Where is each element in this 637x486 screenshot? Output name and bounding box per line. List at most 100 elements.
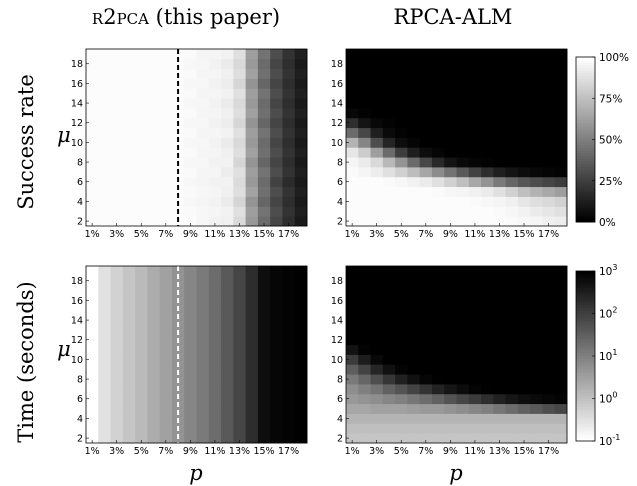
heatmap-cell xyxy=(444,423,457,434)
heatmap-cell xyxy=(481,266,494,277)
colorbar-gradient-step xyxy=(576,370,595,374)
heatmap-cell xyxy=(481,354,494,365)
heatmap-cell xyxy=(370,374,384,385)
colorbar-tick-label: 103 xyxy=(599,263,617,278)
heatmap-cell xyxy=(86,275,99,287)
heatmap-cell xyxy=(184,285,197,296)
heatmap-cell xyxy=(370,196,384,207)
heatmap-cell xyxy=(110,266,124,277)
colorbar-gradient-step xyxy=(576,68,595,72)
heatmap-cell xyxy=(382,334,396,346)
heatmap-cell xyxy=(468,334,482,346)
heatmap-cell xyxy=(257,78,271,89)
heatmap-cell xyxy=(382,167,396,178)
heatmap-cell xyxy=(86,167,99,178)
colorbar-gradient-step xyxy=(576,120,595,124)
heatmap-cell xyxy=(468,186,482,197)
heatmap-cell xyxy=(370,78,384,89)
heatmap-cell xyxy=(456,49,470,60)
x-tick-label: 17% xyxy=(538,229,559,240)
heatmap-cell xyxy=(407,334,421,346)
heatmap-cell xyxy=(517,285,531,296)
heatmap-cell xyxy=(221,364,234,375)
colorbar-gradient-step xyxy=(576,424,595,428)
heatmap-cell xyxy=(257,98,271,109)
heatmap-cell xyxy=(431,206,445,217)
colorbar-gradient-step xyxy=(576,178,595,182)
heatmap-cell xyxy=(282,266,296,277)
heatmap-cell xyxy=(110,216,124,227)
heatmap-cell xyxy=(257,266,271,277)
colorbar-gradient-step xyxy=(576,290,595,295)
heatmap-cell xyxy=(395,423,408,434)
heatmap-cell xyxy=(282,137,296,148)
heatmap-cell xyxy=(86,364,99,375)
colorbar-gradient-step xyxy=(576,76,595,80)
heatmap-cell xyxy=(98,334,111,346)
heatmap-cell xyxy=(294,305,308,316)
colorbar-gradient-step xyxy=(576,205,595,209)
heatmap-cell xyxy=(370,403,384,414)
heatmap-cell xyxy=(517,206,531,217)
heatmap-cell xyxy=(554,325,568,336)
ylabel-mu-row1: μ xyxy=(57,123,71,147)
colorbar-gradient-step xyxy=(576,293,595,297)
heatmap-cell xyxy=(270,325,283,336)
heatmap-cell xyxy=(382,49,396,60)
heatmap-cell xyxy=(159,186,173,197)
heatmap-cell xyxy=(481,295,494,306)
heatmap-cell xyxy=(370,315,384,326)
heatmap-cell xyxy=(382,354,396,365)
heatmap-cell xyxy=(86,325,99,336)
heatmap-cell xyxy=(282,423,296,434)
colorbar-gradient-step xyxy=(576,435,595,439)
heatmap-cell xyxy=(395,403,408,414)
heatmap-cell xyxy=(159,374,173,385)
heatmap-cell xyxy=(245,196,259,207)
heatmap-cell xyxy=(407,186,421,197)
heatmap-cell xyxy=(407,88,421,99)
colorbar-gradient-step xyxy=(576,98,595,102)
heatmap-cell xyxy=(270,413,283,424)
heatmap-cell xyxy=(147,423,161,434)
heatmap-cell xyxy=(171,137,185,148)
heatmap-cell xyxy=(542,88,556,99)
heatmap-cell xyxy=(184,108,197,119)
heatmap-cell xyxy=(257,334,271,346)
heatmap-cell xyxy=(456,413,470,424)
heatmap-cell xyxy=(184,186,197,197)
heatmap-cell xyxy=(382,88,396,99)
heatmap-cell xyxy=(358,196,371,207)
heatmap-cell xyxy=(159,393,173,405)
heatmap-cell xyxy=(245,147,259,158)
heatmap-cell xyxy=(382,98,396,109)
heatmap-cell xyxy=(135,364,148,375)
heatmap-cell xyxy=(444,285,457,296)
heatmap-cell xyxy=(456,58,470,70)
x-tick-label: 11% xyxy=(464,446,485,457)
x-tick-label: 1% xyxy=(85,446,100,457)
heatmap-cell xyxy=(554,216,568,227)
y-tick-label: 8 xyxy=(77,374,83,385)
heatmap-success-rpca-alm: 2 4 6 8 10 12 14 16 18 1% 3% 5% 7% 9% 11% 13% 15% 17% xyxy=(331,48,568,240)
heatmap-cell xyxy=(294,98,308,109)
heatmap-cell xyxy=(481,275,494,287)
heatmap-cell xyxy=(468,117,482,129)
heatmap-cell xyxy=(147,334,161,346)
heatmap-cell xyxy=(135,137,148,148)
heatmap-cell xyxy=(419,108,433,119)
heatmap-cell xyxy=(147,403,161,414)
heatmap-cell xyxy=(233,384,247,395)
row-label-time: Time (seconds) xyxy=(14,281,38,442)
heatmap-cell xyxy=(370,147,384,158)
heatmap-cell xyxy=(98,49,111,60)
heatmap-cell xyxy=(282,186,296,197)
heatmap-cell xyxy=(382,206,396,217)
heatmap-cell xyxy=(370,285,384,296)
heatmap-cell xyxy=(554,167,568,178)
heatmap-cell xyxy=(407,167,421,178)
heatmap-cell xyxy=(110,423,124,434)
heatmap-cell xyxy=(517,88,531,99)
heatmap-cell xyxy=(481,413,494,424)
colorbar-gradient-step xyxy=(576,59,595,63)
